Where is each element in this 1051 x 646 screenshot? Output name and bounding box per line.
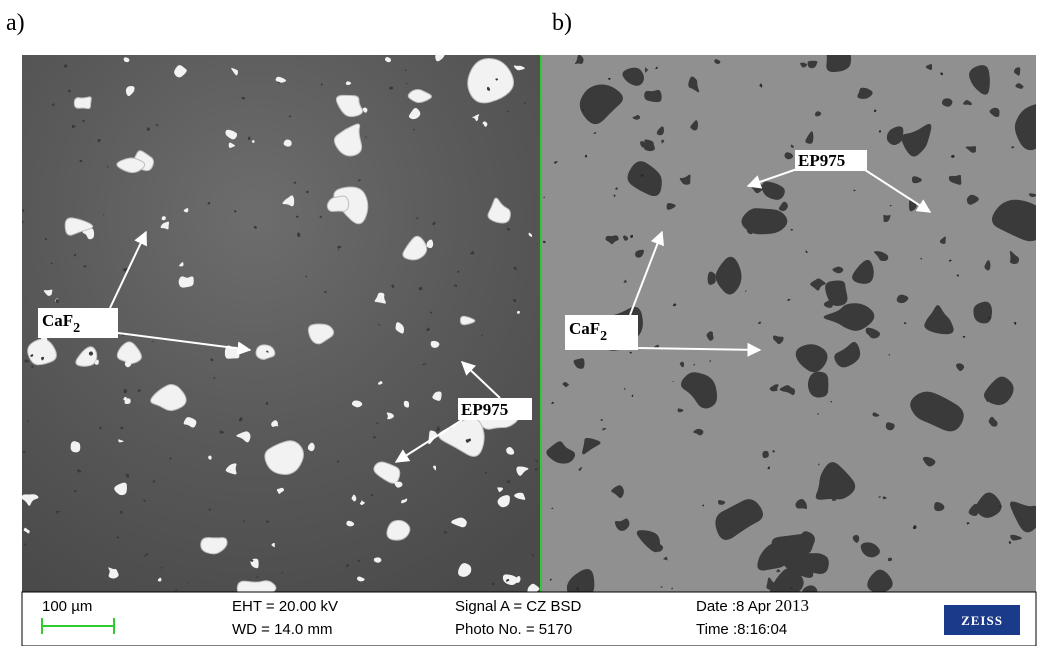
date-prefix: Date :8 Apr xyxy=(696,598,771,615)
particle xyxy=(762,451,768,458)
formula: CaF xyxy=(569,319,600,338)
alloy-label: EP975 xyxy=(798,151,845,170)
formula: CaF xyxy=(42,311,73,330)
particle xyxy=(21,220,23,223)
subscript: 2 xyxy=(600,329,607,344)
particle xyxy=(825,33,851,72)
subscript: 2 xyxy=(73,321,80,336)
signal: Signal A = CZ BSD xyxy=(455,598,581,615)
particle xyxy=(256,345,275,360)
panel-label: b) xyxy=(552,10,572,36)
info-bar: 100 µm EHT = 20.00 kV WD = 14.0 mm Signa… xyxy=(22,592,1036,646)
particle xyxy=(406,83,407,85)
date: Date :8 Apr2013 xyxy=(696,596,809,615)
photo-number: Photo No. = 5170 xyxy=(455,621,572,638)
particle xyxy=(742,208,788,234)
particle xyxy=(74,97,91,109)
alloy-label: EP975 xyxy=(461,400,508,419)
particle xyxy=(71,441,81,452)
eht: EHT = 20.00 kV xyxy=(232,598,338,615)
particle xyxy=(179,276,194,287)
wd: WD = 14.0 mm xyxy=(232,621,332,638)
page: {"panels": [ {"label": "a)", "caf2": {"t… xyxy=(0,0,1051,646)
panel-label: a) xyxy=(6,10,25,36)
date-year: 2013 xyxy=(775,596,809,615)
figure: a) b) CaF2 EP975 EP975 CaF2 100 µm EHT =… xyxy=(0,0,1051,646)
logo: ZEISS xyxy=(961,613,1003,628)
particle xyxy=(808,372,828,398)
scale-label: 100 µm xyxy=(42,598,92,615)
time: Time :8:16:04 xyxy=(696,621,787,638)
